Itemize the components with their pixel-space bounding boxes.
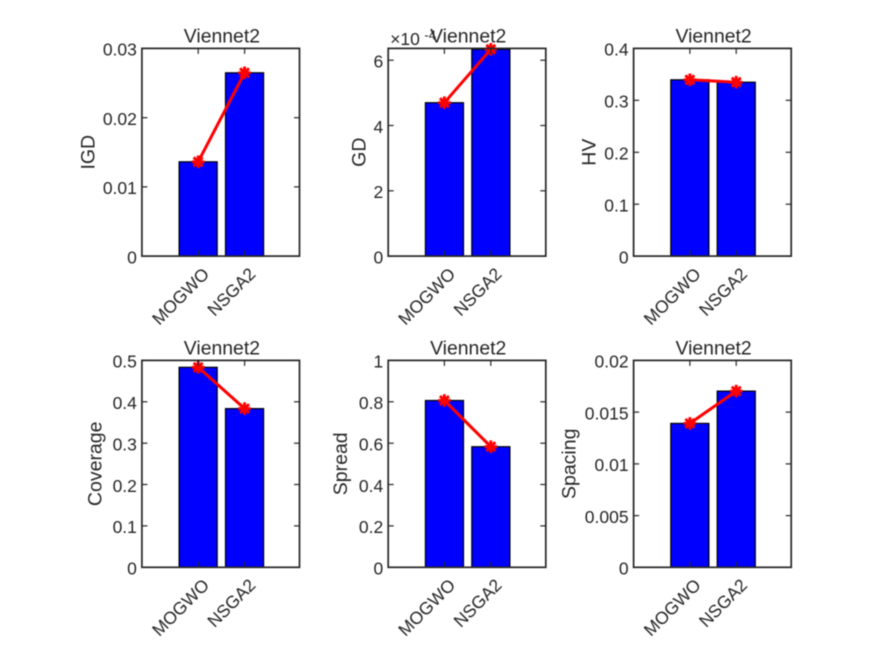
svg-text:0.5: 0.5 xyxy=(113,352,137,372)
svg-text:0.6: 0.6 xyxy=(359,435,383,455)
svg-text:0.4: 0.4 xyxy=(604,40,629,60)
svg-text:0: 0 xyxy=(619,559,629,579)
svg-text:0: 0 xyxy=(619,247,629,267)
svg-text:0: 0 xyxy=(127,247,137,267)
svg-text:0.015: 0.015 xyxy=(585,403,629,423)
svg-text:0.01: 0.01 xyxy=(595,455,629,475)
svg-text:0.1: 0.1 xyxy=(604,196,628,216)
svg-text:2: 2 xyxy=(373,182,383,202)
svg-text:0: 0 xyxy=(127,559,137,579)
svg-text:GD: GD xyxy=(348,138,370,167)
svg-text:4: 4 xyxy=(373,117,383,137)
svg-text:0.2: 0.2 xyxy=(359,517,383,537)
svg-text:IGD: IGD xyxy=(78,135,100,170)
svg-text:0.005: 0.005 xyxy=(585,507,629,527)
svg-text:0.02: 0.02 xyxy=(595,352,629,372)
svg-text:HV: HV xyxy=(579,139,601,166)
svg-text:Spacing: Spacing xyxy=(559,429,581,499)
svg-text:6: 6 xyxy=(373,52,383,72)
svg-text:0.3: 0.3 xyxy=(113,435,137,455)
svg-text:0.03: 0.03 xyxy=(103,40,137,60)
svg-text:Viennet2: Viennet2 xyxy=(675,25,751,47)
svg-text:Viennet2: Viennet2 xyxy=(184,337,260,359)
svg-text:0: 0 xyxy=(373,559,383,579)
svg-text:0.3: 0.3 xyxy=(604,92,628,112)
svg-text:Viennet2: Viennet2 xyxy=(430,25,506,47)
svg-text:0.01: 0.01 xyxy=(103,178,137,198)
svg-text:0.1: 0.1 xyxy=(113,517,137,537)
svg-text:0: 0 xyxy=(373,247,383,267)
svg-text:0.4: 0.4 xyxy=(359,476,384,496)
svg-text:0.2: 0.2 xyxy=(604,144,628,164)
svg-text:Coverage: Coverage xyxy=(84,422,106,507)
svg-text:0.8: 0.8 xyxy=(359,393,383,413)
svg-text:Spread: Spread xyxy=(330,432,352,495)
svg-text:Viennet2: Viennet2 xyxy=(675,337,751,359)
svg-text:Viennet2: Viennet2 xyxy=(430,337,506,359)
svg-text:0.02: 0.02 xyxy=(103,109,137,129)
svg-text:0.2: 0.2 xyxy=(113,476,137,496)
svg-text:1: 1 xyxy=(373,352,383,372)
svg-text:Viennet2: Viennet2 xyxy=(184,25,260,47)
svg-text:0.4: 0.4 xyxy=(113,393,138,413)
